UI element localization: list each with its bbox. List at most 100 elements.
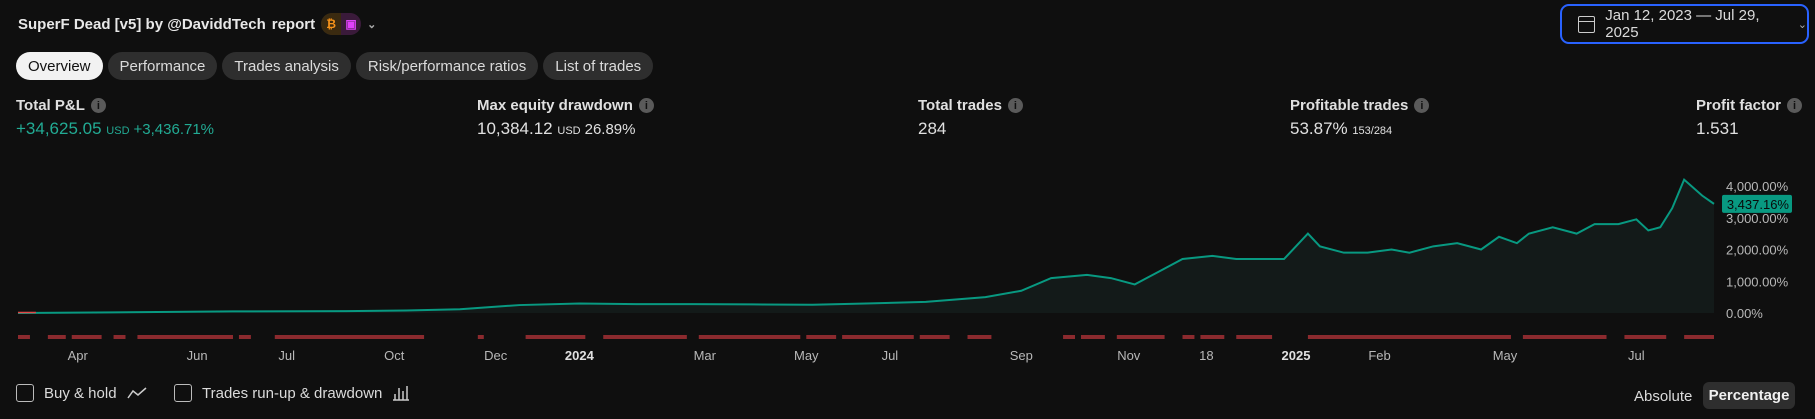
pnl-unit: USD: [106, 125, 130, 137]
date-range-picker[interactable]: Jan 12, 2023 — Jul 29, 2025 ⌄: [1560, 4, 1809, 44]
x-tick-label: 2025: [1282, 348, 1311, 363]
drawdown-bar: [1624, 335, 1667, 339]
y-tick-label: 0.00%: [1726, 306, 1763, 321]
metric-label: Profitable trades: [1290, 97, 1409, 114]
x-tick-label: Feb: [1368, 348, 1390, 363]
drawdown-bar: [967, 335, 992, 339]
checkbox[interactable]: [16, 384, 34, 402]
drawdown-bar: [1307, 335, 1511, 339]
x-tick-label: 18: [1199, 348, 1213, 363]
x-tick-label: 2024: [565, 348, 595, 363]
strategy-title[interactable]: SuperF Dead [v5] by @DaviddTech report ₿…: [18, 13, 376, 35]
drawdown-bar: [1522, 335, 1607, 339]
drawdown-bar: [137, 335, 233, 339]
info-icon[interactable]: i: [1787, 98, 1803, 113]
bar-chart-icon: [393, 386, 410, 401]
drawdown-bar: [71, 335, 102, 339]
x-tick-label: Jun: [187, 348, 208, 363]
drawdown-bar: [274, 335, 425, 339]
dd-percent: 26.89%: [584, 121, 636, 138]
metric-total-pnl: Total P&L i +34,625.05 USD +3,436.71%: [16, 97, 214, 139]
drawdown-bar: [1236, 335, 1273, 339]
drawdown-bar: [1684, 335, 1714, 339]
info-icon[interactable]: i: [638, 98, 654, 113]
x-tick-label: Jul: [882, 348, 899, 363]
drawdown-bar: [1200, 335, 1225, 339]
y-tick-label: 2,000.00%: [1726, 243, 1789, 258]
tab-overview[interactable]: Overview: [16, 52, 103, 80]
line-chart-icon: [126, 387, 147, 399]
tab-trades-analysis[interactable]: Trades analysis: [222, 52, 351, 80]
date-range-text: Jan 12, 2023 — Jul 29, 2025: [1605, 7, 1760, 41]
calendar-icon: ▣: [341, 13, 362, 35]
drawdown-bar: [18, 335, 30, 339]
drawdown-bar: [1080, 335, 1105, 339]
drawdown-bar: [1182, 335, 1195, 339]
strategy-name: SuperF Dead [v5] by @DaviddTech: [18, 15, 266, 33]
metric-label: Total trades: [918, 97, 1002, 114]
runup-label: Trades run-up & drawdown: [202, 384, 383, 402]
trades-value: 284: [918, 119, 947, 138]
x-tick-label: Oct: [384, 348, 405, 363]
metric-profitable-trades: Profitable trades i 53.87% 153/284: [1290, 97, 1430, 139]
x-tick-label: Dec: [484, 348, 508, 363]
metric-total-trades: Total trades i 284: [918, 97, 1023, 139]
drawdown-bar: [1063, 335, 1076, 339]
calendar-icon: [1578, 15, 1596, 33]
report-tabs: Overview Performance Trades analysis Ris…: [16, 52, 654, 80]
equity-chart[interactable]: 0.00% 1,000.00% 2,000.00% 3,000.00% 4,000.00…: [0, 140, 1815, 372]
chevron-down-icon: ⌄: [1797, 18, 1807, 31]
absolute-button[interactable]: Absolute: [1634, 388, 1693, 405]
profitable-value: 53.87%: [1290, 119, 1348, 138]
report-label: report: [271, 15, 316, 33]
tab-list-of-trades[interactable]: List of trades: [543, 52, 654, 80]
checkbox[interactable]: [174, 384, 192, 402]
x-tick-label: Apr: [68, 348, 89, 363]
symbol-badges: ₿ ▣: [321, 13, 362, 35]
drawdown-bar: [47, 335, 66, 339]
bitcoin-icon: ₿: [321, 13, 342, 35]
x-tick-label: Nov: [1117, 348, 1141, 363]
drawdown-bar: [113, 335, 126, 339]
pnl-value: +34,625.05: [16, 119, 102, 138]
percentage-button[interactable]: Percentage: [1703, 382, 1795, 409]
metric-max-drawdown: Max equity drawdown i 10,384.12 USD 26.89%: [477, 97, 654, 139]
chevron-down-icon[interactable]: ⌄: [367, 18, 377, 31]
pf-value: 1.531: [1696, 119, 1739, 138]
tab-performance[interactable]: Performance: [107, 52, 218, 80]
info-icon[interactable]: i: [1007, 98, 1023, 113]
info-icon[interactable]: i: [1414, 98, 1430, 113]
tab-risk-ratios[interactable]: Risk/performance ratios: [355, 52, 539, 80]
metric-label: Max equity drawdown: [477, 97, 633, 114]
dd-unit: USD: [557, 125, 581, 137]
drawdown-bar: [1116, 335, 1165, 339]
x-tick-label: Mar: [694, 348, 717, 363]
drawdown-bar: [698, 335, 801, 339]
runup-drawdown-toggle[interactable]: Trades run-up & drawdown: [174, 384, 410, 402]
drawdown-bar: [238, 335, 251, 339]
y-tick-label: 4,000.00%: [1726, 179, 1789, 194]
drawdown-bar: [603, 335, 687, 339]
y-tick-label: 1,000.00%: [1726, 274, 1789, 289]
metric-profit-factor: Profit factor i 1.531: [1696, 97, 1803, 139]
buy-hold-toggle[interactable]: Buy & hold: [16, 384, 147, 402]
equity-area: [18, 179, 1714, 313]
drawdown-bar: [842, 335, 914, 339]
x-tick-label: May: [794, 348, 819, 363]
metric-label: Total P&L: [16, 97, 85, 114]
equity-line: [17, 177, 1715, 314]
dd-value: 10,384.12: [477, 119, 553, 138]
pnl-percent: +3,436.71%: [133, 121, 215, 138]
x-tick-label: Jul: [1628, 348, 1645, 363]
drawdown-bar: [477, 335, 484, 339]
info-icon[interactable]: i: [90, 98, 106, 113]
drawdown-bar: [525, 335, 586, 339]
drawdown-bar: [806, 335, 837, 339]
last-value-badge: [1722, 194, 1792, 213]
y-tick-label: 3,000.00%: [1726, 211, 1789, 226]
x-tick-label: Sep: [1010, 348, 1033, 363]
x-tick-label: May: [1493, 348, 1518, 363]
drawdown-bar: [919, 335, 950, 339]
profitable-ratio: 153/284: [1352, 125, 1393, 137]
x-tick-label: Jul: [278, 348, 295, 363]
